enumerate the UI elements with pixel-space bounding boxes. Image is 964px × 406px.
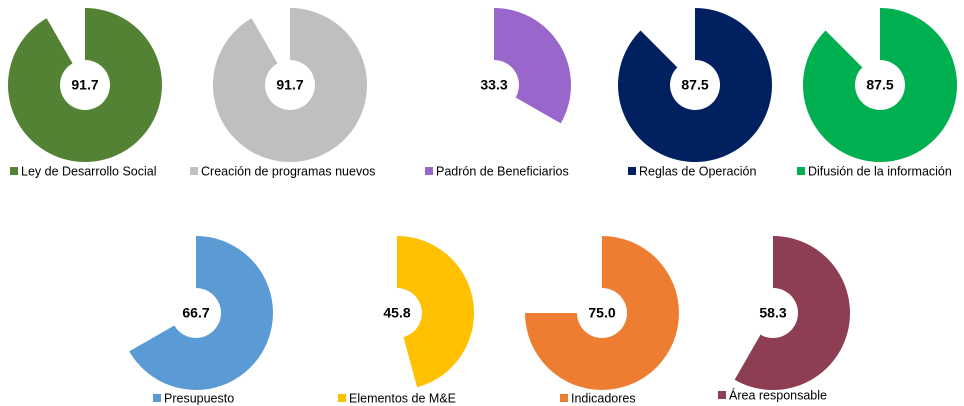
legend-label: Reglas de Operación bbox=[639, 164, 756, 178]
legend-swatch bbox=[718, 391, 726, 399]
legend-swatch bbox=[628, 167, 636, 175]
data-label: 45.8 bbox=[383, 305, 410, 321]
donut-segment bbox=[618, 8, 772, 163]
legend-label: Difusión de la información bbox=[808, 164, 952, 178]
donut-segment bbox=[129, 236, 273, 391]
data-label: 66.7 bbox=[182, 305, 209, 321]
data-label: 33.3 bbox=[480, 77, 507, 93]
legend-label: Creación de programas nuevos bbox=[201, 164, 375, 178]
legend-swatch bbox=[10, 167, 18, 175]
legend-label: Padrón de Beneficiarios bbox=[436, 164, 569, 178]
donut-segment bbox=[8, 8, 163, 163]
data-label: 87.5 bbox=[866, 77, 893, 93]
donut-segment bbox=[802, 8, 958, 163]
legend-label: Elementos de M&E bbox=[349, 391, 456, 405]
donut-segment bbox=[525, 236, 679, 390]
legend-swatch bbox=[797, 167, 805, 175]
donut-segment bbox=[494, 8, 571, 124]
data-label: 58.3 bbox=[759, 305, 786, 321]
data-label: 75.0 bbox=[588, 305, 615, 321]
legend-swatch bbox=[560, 394, 568, 402]
legend-label: Presupuesto bbox=[164, 391, 234, 405]
legend-swatch bbox=[425, 167, 433, 175]
legend-label: Indicadores bbox=[571, 391, 636, 405]
data-label: 91.7 bbox=[276, 77, 303, 93]
legend-swatch bbox=[153, 394, 161, 402]
donut-segment bbox=[397, 236, 475, 388]
legend-swatch bbox=[338, 394, 346, 402]
donut-segment bbox=[734, 236, 851, 391]
donut-segment bbox=[212, 8, 367, 163]
legend-label: Ley de Desarrollo Social bbox=[21, 164, 157, 178]
legend-swatch bbox=[190, 167, 198, 175]
data-label: 91.7 bbox=[71, 77, 98, 93]
legend-label: Área responsable bbox=[729, 387, 827, 402]
data-label: 87.5 bbox=[681, 77, 708, 93]
